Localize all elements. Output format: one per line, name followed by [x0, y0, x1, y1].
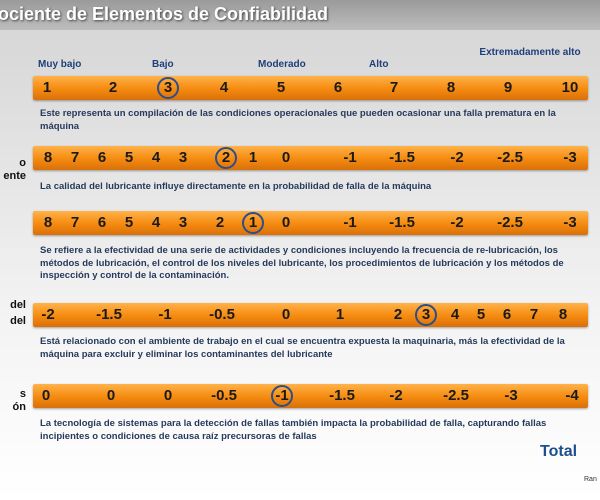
score-value: 3 [178, 214, 188, 231]
score-value: -2 [450, 214, 464, 231]
corner-text: Ran [584, 476, 597, 483]
score-value: 4 [219, 79, 229, 96]
score-bar-1: 1 2 3 4 5 6 7 8 9 10 [33, 76, 588, 100]
score-value: 5 [124, 214, 134, 231]
content-panel [0, 30, 600, 500]
score-value: 8 [43, 149, 53, 166]
score-value: -4 [565, 387, 579, 404]
score-value: -3 [504, 387, 518, 404]
score-value: -2.5 [497, 214, 523, 231]
selected-score-circle [415, 304, 437, 326]
score-value: -1.5 [389, 149, 415, 166]
score-value: -0.5 [209, 306, 235, 323]
score-value: 0 [281, 149, 291, 166]
level-muy-bajo: Muy bajo [38, 59, 82, 70]
score-value: -2.5 [497, 149, 523, 166]
score-value: 0 [106, 387, 116, 404]
score-value: 7 [70, 149, 80, 166]
score-value: 8 [558, 306, 568, 323]
left-label-6: ón [12, 401, 26, 413]
score-value: 0 [41, 387, 51, 404]
selected-score-circle [157, 77, 179, 99]
title-bar: ociente de Elementos de Confiabilidad [0, 0, 600, 30]
score-value: -1 [158, 306, 172, 323]
score-value: 4 [151, 214, 161, 231]
left-label-2: ente [3, 170, 26, 182]
level-alto: Alto [369, 59, 389, 70]
score-value: 0 [281, 214, 291, 231]
score-value: -3 [563, 214, 577, 231]
score-value: 2 [215, 214, 225, 231]
description-4: Está relacionado con el ambiente de trab… [40, 336, 565, 360]
score-value: -0.5 [211, 387, 237, 404]
description-3: Se refiere a la efectividad de una serie… [40, 245, 564, 281]
score-bar-4: -2 -1.5 -1 -0.5 0 1 2 3 4 5 6 7 8 [33, 303, 588, 327]
score-value: 5 [124, 149, 134, 166]
score-value: -1.5 [329, 387, 355, 404]
score-value: -2 [389, 387, 403, 404]
score-value: 0 [281, 306, 291, 323]
left-label-5: s [19, 388, 26, 400]
score-value: 7 [529, 306, 539, 323]
level-moderado: Moderado [258, 59, 306, 70]
score-value: 7 [70, 214, 80, 231]
score-value: -1.5 [96, 306, 122, 323]
score-bar-2: 8 7 6 5 4 3 2 1 0 -1 -1.5 -2 -2.5 -3 [33, 146, 588, 170]
left-label-4: del [10, 315, 26, 327]
score-value: 10 [561, 79, 579, 96]
score-value: 1 [335, 306, 345, 323]
score-value: 2 [393, 306, 403, 323]
score-value: 5 [276, 79, 286, 96]
score-value: 6 [502, 306, 512, 323]
description-1: Este representa un compilación de las co… [40, 108, 556, 132]
score-value: 6 [333, 79, 343, 96]
score-value: 6 [97, 214, 107, 231]
score-value: 3 [178, 149, 188, 166]
score-value: 8 [446, 79, 456, 96]
score-bar-5: 0 0 0 -0.5 -1 -1.5 -2 -2.5 -3 -4 [33, 384, 588, 408]
description-2: La calidad del lubricante influye direct… [40, 181, 432, 192]
score-value: 1 [248, 149, 258, 166]
score-value: 5 [476, 306, 486, 323]
score-value: 0 [163, 387, 173, 404]
score-value: -1 [343, 149, 357, 166]
selected-score-circle [271, 385, 293, 407]
total-label: Total [540, 443, 578, 460]
score-value: 8 [43, 214, 53, 231]
score-value: 7 [389, 79, 399, 96]
score-value: 9 [503, 79, 513, 96]
left-label-3: del [10, 299, 26, 311]
score-value: -1 [343, 214, 357, 231]
page-title: ociente de Elementos de Confiabilidad [0, 4, 329, 24]
score-value: -3 [563, 149, 577, 166]
level-bajo: Bajo [152, 59, 174, 70]
score-value: 6 [97, 149, 107, 166]
score-value: 1 [42, 79, 52, 96]
description-5: La tecnología de sistemas para la detecc… [40, 418, 547, 442]
score-value: -2 [450, 149, 464, 166]
selected-score-circle [242, 212, 264, 234]
score-value: 4 [151, 149, 161, 166]
score-value: -2 [41, 306, 55, 323]
left-label-1: o [19, 157, 26, 169]
score-value: -1.5 [389, 214, 415, 231]
score-value: -2.5 [443, 387, 469, 404]
score-bar-3: 8 7 6 5 4 3 2 1 0 -1 -1.5 -2 -2.5 -3 [33, 211, 588, 235]
level-extremadamente-alto: Extremadamente alto [479, 47, 581, 58]
selected-score-circle [215, 147, 237, 169]
score-value: 4 [450, 306, 460, 323]
score-value: 2 [108, 79, 118, 96]
